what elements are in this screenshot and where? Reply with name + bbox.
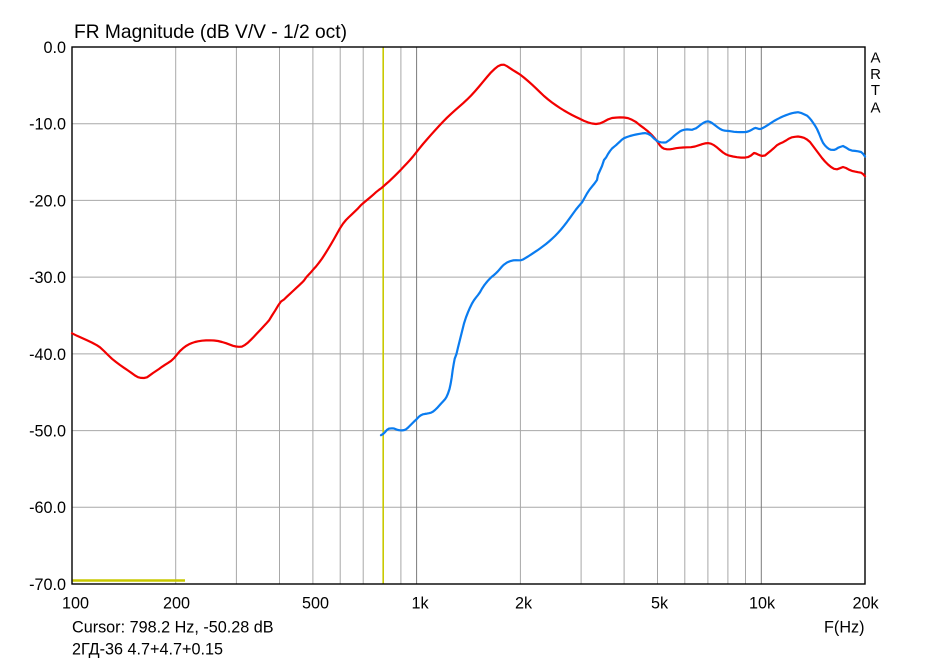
svg-text:20k: 20k	[852, 594, 879, 612]
svg-text:Cursor: 798.2 Hz, -50.28 dB: Cursor: 798.2 Hz, -50.28 dB	[72, 619, 274, 637]
svg-text:200: 200	[163, 594, 190, 612]
svg-text:2k: 2k	[515, 594, 533, 612]
svg-text:-70.0: -70.0	[29, 576, 66, 594]
svg-text:500: 500	[302, 594, 329, 612]
svg-text:R: R	[870, 66, 881, 83]
svg-text:-10.0: -10.0	[29, 116, 66, 134]
svg-text:-30.0: -30.0	[29, 269, 66, 287]
svg-text:5k: 5k	[651, 594, 669, 612]
svg-text:-50.0: -50.0	[29, 423, 66, 441]
svg-text:A: A	[870, 100, 880, 117]
svg-text:F(Hz): F(Hz)	[824, 619, 864, 637]
svg-text:100: 100	[62, 594, 89, 612]
svg-text:1k: 1k	[411, 594, 429, 612]
svg-text:10k: 10k	[749, 594, 776, 612]
svg-text:-60.0: -60.0	[29, 499, 66, 517]
svg-text:0.0: 0.0	[43, 39, 66, 57]
svg-text:A: A	[870, 50, 880, 67]
svg-text:T: T	[871, 82, 880, 99]
svg-text:2ГД-36 4.7+4.7+0.15: 2ГД-36 4.7+4.7+0.15	[72, 641, 223, 659]
svg-text:-20.0: -20.0	[29, 192, 66, 210]
svg-text:FR Magnitude (dB V/V - 1/2 oct: FR Magnitude (dB V/V - 1/2 oct)	[74, 22, 347, 43]
svg-text:-40.0: -40.0	[29, 346, 66, 364]
